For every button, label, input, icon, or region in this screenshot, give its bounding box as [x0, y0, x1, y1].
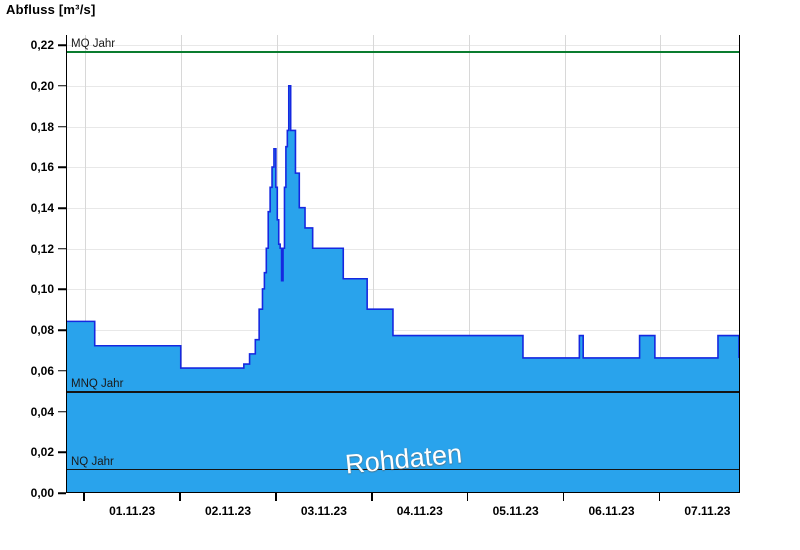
reference-label-mq-jahr: MQ Jahr: [71, 39, 115, 51]
y-axis-tick-label: 0,16: [31, 160, 54, 174]
y-axis-tick-label: 0,00: [31, 486, 54, 500]
reference-line-nq-jahr: [67, 469, 739, 470]
y-axis-tick-label: 0,20: [31, 79, 54, 93]
y-axis-tick-mark: [58, 85, 66, 87]
y-axis-tick-label: 0,06: [31, 364, 54, 378]
area-fill: [67, 86, 739, 492]
x-axis-tick-label: 04.11.23: [397, 504, 443, 518]
plot-inner: MQ Jahr MNQ Jahr NQ Jahr: [67, 35, 739, 492]
x-axis-tick-label: 07.11.23: [684, 504, 730, 518]
x-axis-tick-mark: [563, 493, 565, 501]
plot-area: MQ Jahr MNQ Jahr NQ Jahr: [66, 35, 740, 493]
reference-line-mq-jahr: [67, 51, 739, 52]
page-title: Abfluss [m³/s]: [6, 2, 95, 17]
y-axis-tick-label: 0,02: [31, 445, 54, 459]
chart-root: Abfluss [m³/s] 0,00 0,02 0,04 0,06 0,08 0,10 0…: [0, 0, 800, 550]
x-axis-tick-label: 02.11.23: [205, 504, 251, 518]
x-axis-tick-mark: [179, 493, 181, 501]
y-axis-tick-label: 0,04: [31, 405, 54, 419]
x-axis-tick-mark: [371, 493, 373, 501]
y-axis-tick-mark: [58, 207, 66, 209]
reference-label-nq-jahr: NQ Jahr: [71, 457, 114, 469]
y-axis-tick-mark: [58, 248, 66, 250]
discharge-series: [67, 35, 739, 492]
y-axis-tick-mark: [58, 452, 66, 454]
y-axis-tick-label: 0,14: [31, 201, 54, 215]
y-axis-tick-mark: [58, 492, 66, 494]
y-axis-tick-mark: [58, 126, 66, 128]
x-axis-tick-label: 01.11.23: [109, 504, 155, 518]
x-axis-tick-label: 05.11.23: [493, 504, 539, 518]
x-axis-tick-label: 06.11.23: [588, 504, 634, 518]
x-axis-tick-mark: [275, 493, 277, 501]
reference-label-mnq-jahr: MNQ Jahr: [71, 379, 123, 391]
y-axis-tick-label: 0,10: [31, 282, 54, 296]
discharge-area-path: [67, 35, 739, 492]
y-axis-tick-label: 0,18: [31, 120, 54, 134]
x-axis-tick-mark: [467, 493, 469, 501]
area-outline: [67, 86, 739, 368]
y-axis-tick-label: 0,22: [31, 38, 54, 52]
y-axis-tick-mark: [58, 167, 66, 169]
x-axis-tick-mark: [83, 493, 85, 501]
reference-line-mnq-jahr: [67, 391, 739, 392]
y-axis-tick-mark: [58, 411, 66, 413]
y-axis-tick-mark: [58, 289, 66, 291]
y-axis-tick-label: 0,08: [31, 323, 54, 337]
y-axis-tick-mark: [58, 44, 66, 46]
y-axis-tick-mark: [58, 329, 66, 331]
y-axis-tick-mark: [58, 370, 66, 372]
y-axis-tick-label: 0,12: [31, 242, 54, 256]
x-axis-tick-label: 03.11.23: [301, 504, 347, 518]
x-axis-tick-mark: [659, 493, 661, 501]
